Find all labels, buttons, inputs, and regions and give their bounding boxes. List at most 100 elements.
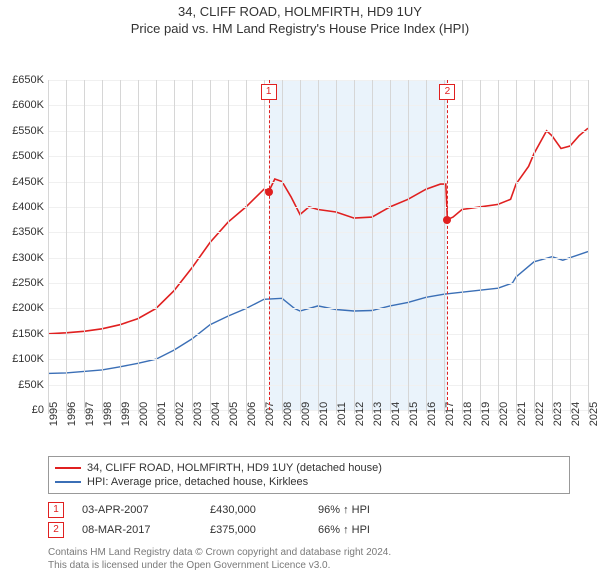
y-axis-label: £200K (12, 302, 48, 314)
event-number: 1 (48, 502, 64, 518)
x-tick (138, 80, 139, 414)
x-tick (48, 80, 49, 414)
legend-row: HPI: Average price, detached house, Kirk… (55, 475, 563, 489)
event-marker-line (447, 80, 448, 410)
event-price: £430,000 (210, 504, 300, 516)
events-table: 1 03-APR-2007 £430,000 96% ↑ HPI 208-MAR-201… (48, 500, 570, 540)
x-tick (354, 80, 355, 414)
y-axis-label: £350K (12, 226, 48, 238)
y-axis-label: £250K (12, 277, 48, 289)
x-axis-label: 2013 (372, 402, 384, 426)
x-axis-label: 2014 (390, 402, 402, 426)
legend-row: 34, CLIFF ROAD, HOLMFIRTH, HD9 1UY (deta… (55, 461, 563, 475)
x-axis-label: 1997 (84, 402, 96, 426)
chart: £0£50K£100K£150K£200K£250K£300K£350K£400… (0, 36, 600, 450)
x-tick (102, 80, 103, 414)
x-tick (390, 80, 391, 414)
event-date: 03-APR-2007 (82, 504, 192, 516)
x-axis-label: 2009 (300, 402, 312, 426)
x-axis-label: 2004 (210, 402, 222, 426)
event-marker-dot (265, 188, 273, 196)
x-axis-label: 2008 (282, 402, 294, 426)
event-hpi-ratio: 66% ↑ HPI (318, 524, 428, 536)
x-tick (588, 80, 589, 414)
x-tick (66, 80, 67, 414)
event-marker-box: 2 (439, 84, 455, 100)
x-axis-label: 2011 (336, 402, 348, 426)
legend-swatch (55, 481, 81, 483)
x-axis-label: 2016 (426, 402, 438, 426)
x-axis-label: 2018 (462, 402, 474, 426)
x-tick (534, 80, 535, 414)
x-axis-label: 2006 (246, 402, 258, 426)
x-axis-label: 2023 (552, 402, 564, 426)
legend-label: HPI: Average price, detached house, Kirk… (87, 476, 308, 488)
x-axis-label: 1996 (66, 402, 78, 426)
plot-area: £0£50K£100K£150K£200K£250K£300K£350K£400… (48, 80, 588, 410)
x-tick (444, 80, 445, 414)
event-number: 2 (48, 522, 64, 538)
x-axis-label: 2002 (174, 402, 186, 426)
x-axis-label: 2012 (354, 402, 366, 426)
legend: 34, CLIFF ROAD, HOLMFIRTH, HD9 1UY (deta… (48, 456, 570, 494)
x-tick (570, 80, 571, 414)
x-tick (480, 80, 481, 414)
x-axis-label: 2003 (192, 402, 204, 426)
y-axis-label: £650K (12, 74, 48, 86)
x-axis-label: 2024 (570, 402, 582, 426)
legend-swatch (55, 467, 81, 469)
x-axis-label: 2010 (318, 402, 330, 426)
x-tick (228, 80, 229, 414)
y-axis-label: £300K (12, 252, 48, 264)
x-axis-label: 2015 (408, 402, 420, 426)
x-axis-label: 2020 (498, 402, 510, 426)
x-axis-label: 2007 (264, 402, 276, 426)
x-axis-label: 2005 (228, 402, 240, 426)
x-tick (120, 80, 121, 414)
x-axis-label: 1999 (120, 402, 132, 426)
y-axis-label: £450K (12, 176, 48, 188)
x-axis-label: 2000 (138, 402, 150, 426)
event-marker-line (269, 80, 270, 410)
event-row: 208-MAR-2017£375,00066% ↑ HPI (48, 520, 570, 540)
x-tick (246, 80, 247, 414)
legend-label: 34, CLIFF ROAD, HOLMFIRTH, HD9 1UY (deta… (87, 462, 382, 474)
x-tick (336, 80, 337, 414)
x-tick (552, 80, 553, 414)
x-axis-label: 2021 (516, 402, 528, 426)
x-axis-label: 2019 (480, 402, 492, 426)
x-axis-label: 2022 (534, 402, 546, 426)
y-axis-label: £400K (12, 201, 48, 213)
x-axis-label: 2017 (444, 402, 456, 426)
y-axis-label: £150K (12, 328, 48, 340)
x-tick (462, 80, 463, 414)
y-axis-label: £100K (12, 353, 48, 365)
x-tick (426, 80, 427, 414)
x-tick (408, 80, 409, 414)
x-axis-label: 1998 (102, 402, 114, 426)
y-axis-label: £600K (12, 99, 48, 111)
x-tick (156, 80, 157, 414)
x-tick (264, 80, 265, 414)
y-axis-label: £500K (12, 150, 48, 162)
footer-attribution: Contains HM Land Registry data © Crown c… (48, 546, 570, 572)
x-tick (210, 80, 211, 414)
event-hpi-ratio: 96% ↑ HPI (318, 504, 428, 516)
x-tick (372, 80, 373, 414)
x-tick (192, 80, 193, 414)
x-tick (282, 80, 283, 414)
footer-line-2: This data is licensed under the Open Gov… (48, 559, 570, 572)
chart-title-subtitle: Price paid vs. HM Land Registry's House … (0, 21, 600, 36)
x-tick (84, 80, 85, 414)
chart-title-address: 34, CLIFF ROAD, HOLMFIRTH, HD9 1UY (0, 4, 600, 19)
y-axis-label: £550K (12, 125, 48, 137)
footer-line-1: Contains HM Land Registry data © Crown c… (48, 546, 570, 559)
event-marker-box: 1 (261, 84, 277, 100)
y-axis-label: £50K (18, 379, 48, 391)
x-tick (318, 80, 319, 414)
x-axis-label: 2025 (588, 402, 600, 426)
x-tick (498, 80, 499, 414)
event-marker-dot (443, 216, 451, 224)
x-axis-label: 2001 (156, 402, 168, 426)
x-axis-label: 1995 (48, 402, 60, 426)
